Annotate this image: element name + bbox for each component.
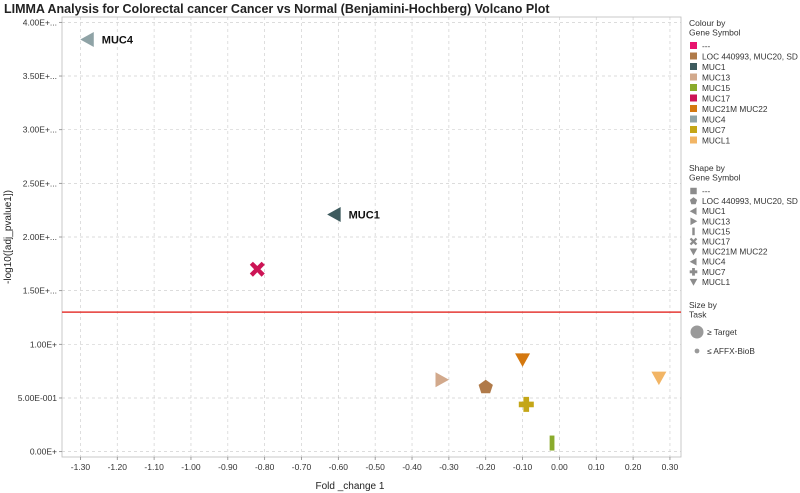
- y-tick-label: 2.00E+...: [23, 232, 57, 242]
- shape-legend-icon: [690, 217, 698, 226]
- y-tick-label: 0.00E+: [30, 447, 57, 457]
- x-tick-label: -1.20: [108, 462, 128, 472]
- y-tick-label: 3.50E+...: [23, 71, 57, 81]
- y-tick-label: 3.00E+...: [23, 125, 57, 135]
- x-tick-label: -0.20: [476, 462, 496, 472]
- colour-legend-label: ---: [702, 41, 711, 51]
- x-tick-label: -0.30: [439, 462, 459, 472]
- point-label-muc1: MUC1: [349, 209, 380, 221]
- x-tick-label: -0.10: [513, 462, 533, 472]
- colour-legend-label: MUC7: [702, 125, 726, 135]
- data-point-muc13: [435, 372, 450, 388]
- data-point-muc17: [249, 261, 265, 277]
- colour-legend-label: MUC21M MUC22: [702, 104, 768, 114]
- shape-legend-icon: [692, 227, 695, 236]
- colour-swatch: [690, 94, 697, 102]
- x-tick-label: 0.20: [625, 462, 642, 472]
- shape-legend-icon: [689, 257, 697, 266]
- colour-legend-label: MUC15: [702, 83, 731, 93]
- shape-legend-label: MUC17: [702, 237, 731, 247]
- x-tick-label: -0.40: [402, 462, 422, 472]
- shape-legend-icon: [689, 237, 698, 246]
- x-tick-label: 0.00: [551, 462, 568, 472]
- colour-legend-label: MUC17: [702, 94, 731, 104]
- x-tick-label: -0.70: [292, 462, 312, 472]
- shape-legend-icon: [689, 197, 698, 205]
- chart-title: LIMMA Analysis for Colorectal cancer Can…: [4, 2, 550, 16]
- shape-legend-label: MUC1: [702, 206, 726, 216]
- size-legend-large-marker: [690, 325, 704, 339]
- shape-legend-title: Gene Symbol: [689, 173, 741, 183]
- shape-legend-icon: [690, 187, 697, 195]
- size-legend-small-marker: [694, 348, 700, 354]
- y-tick-label: 2.50E+...: [23, 178, 57, 188]
- colour-legend-label: MUCL1: [702, 136, 731, 146]
- shape-legend-label: LOC 440993, MUC20, SD: [702, 196, 798, 206]
- y-tick-label: 5.00E-001: [18, 393, 57, 403]
- y-tick-label: 4.00E+...: [23, 17, 57, 27]
- colour-swatch: [690, 73, 697, 81]
- colour-legend-title: Gene Symbol: [689, 28, 741, 38]
- colour-swatch: [690, 105, 697, 112]
- colour-legend-label: MUC13: [702, 73, 731, 83]
- colour-swatch: [690, 84, 697, 91]
- size-legend-label: ≥ Target: [707, 327, 737, 337]
- shape-legend-label: MUC15: [702, 226, 731, 236]
- shape-legend-title: Shape by: [689, 163, 726, 173]
- shape-legend-label: MUC13: [702, 216, 731, 226]
- grid-layer: [62, 17, 681, 457]
- shape-legend-icon: [689, 268, 698, 276]
- colour-legend-label: MUC4: [702, 115, 726, 125]
- x-tick-label: -1.30: [71, 462, 91, 472]
- size-legend-title: Size by: [689, 300, 718, 310]
- shape-legend-icon: [689, 207, 697, 215]
- x-tick-label: -1.10: [144, 462, 164, 472]
- colour-swatch: [690, 126, 697, 133]
- shape-legend-label: MUC4: [702, 257, 726, 267]
- y-tick-label: 1.00E+: [30, 339, 57, 349]
- data-point-mucl1: [651, 371, 667, 386]
- size-legend-title: Task: [689, 310, 707, 320]
- x-tick-label: -0.80: [255, 462, 275, 472]
- x-tick-label: 0.10: [588, 462, 605, 472]
- shape-legend-label: MUC7: [702, 267, 726, 277]
- x-axis-title: Fold _change 1: [316, 481, 385, 492]
- colour-swatch: [690, 63, 697, 70]
- shape-legend-icon: [689, 248, 698, 256]
- shape-legend-label: MUCL1: [702, 277, 731, 287]
- shape-legend-label: MUC21M MUC22: [702, 247, 768, 257]
- colour-swatch: [690, 115, 697, 123]
- colour-swatch: [690, 136, 697, 144]
- data-point-muc21m-muc22: [515, 353, 531, 367]
- point-label-muc4: MUC4: [102, 35, 134, 47]
- y-axis-title: -log10([adj_pvalue1]): [3, 190, 14, 284]
- tick-layer: -1.30 -1.20 -1.10 -1.00 -0.90 -0.80 -0.70 -0.60…: [18, 17, 679, 472]
- data-point-muc4: [80, 32, 94, 48]
- x-tick-label: -1.00: [181, 462, 201, 472]
- data-point-muc7: [518, 396, 534, 412]
- x-tick-label: -0.60: [329, 462, 349, 472]
- shape-legend-label: ---: [702, 186, 711, 196]
- x-tick-label: -0.50: [365, 462, 385, 472]
- size-legend-label: ≤ AFFX-BioB: [707, 346, 755, 356]
- colour-legend-label: LOC 440993, MUC20, SD: [702, 52, 798, 62]
- shape-legend-icon: [689, 278, 698, 286]
- colour-swatch: [690, 52, 697, 60]
- x-tick-label: 0.30: [662, 462, 679, 472]
- data-point-loc-440993-muc20-sd: [478, 379, 493, 394]
- colour-legend-label: MUC1: [702, 62, 726, 72]
- y-tick-label: 1.50E+...: [23, 286, 57, 296]
- x-tick-label: -0.90: [218, 462, 238, 472]
- colour-legend-title: Colour by: [689, 18, 726, 28]
- colour-swatch: [690, 42, 697, 49]
- data-point-muc15: [549, 435, 555, 451]
- data-point-muc1: [327, 206, 341, 222]
- point-layer: MUC4 MUC1: [80, 32, 667, 451]
